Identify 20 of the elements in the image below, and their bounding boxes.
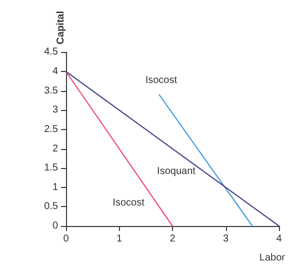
series-label: Isocost [145,75,178,86]
y-axis-title: Capital [56,10,66,44]
series-label: Isocost [112,197,145,208]
x-tick-label: 0 [63,234,70,244]
y-tick-label: 3.5 [44,85,58,96]
y-tick-label: 4 [52,66,58,78]
x-tick-label: 2 [170,234,176,244]
x-tick-label: 3 [222,234,229,244]
y-tick-label: 4.5 [44,46,58,58]
x-axis-title: Labor [259,252,286,264]
y-tick-label: 2 [52,143,58,154]
y-tick-label: 1 [52,182,58,193]
x-tick-label: 4 [276,234,282,244]
y-tick-label: 2.5 [44,124,58,135]
series-label: Isoquant [157,166,196,178]
y-tick-label: 0 [52,220,58,232]
y-tick-label: 3 [52,104,58,116]
x-tick-label: 1 [116,234,122,244]
y-tick-label: 1.5 [44,162,58,174]
y-tick-label: 0.5 [44,201,58,212]
